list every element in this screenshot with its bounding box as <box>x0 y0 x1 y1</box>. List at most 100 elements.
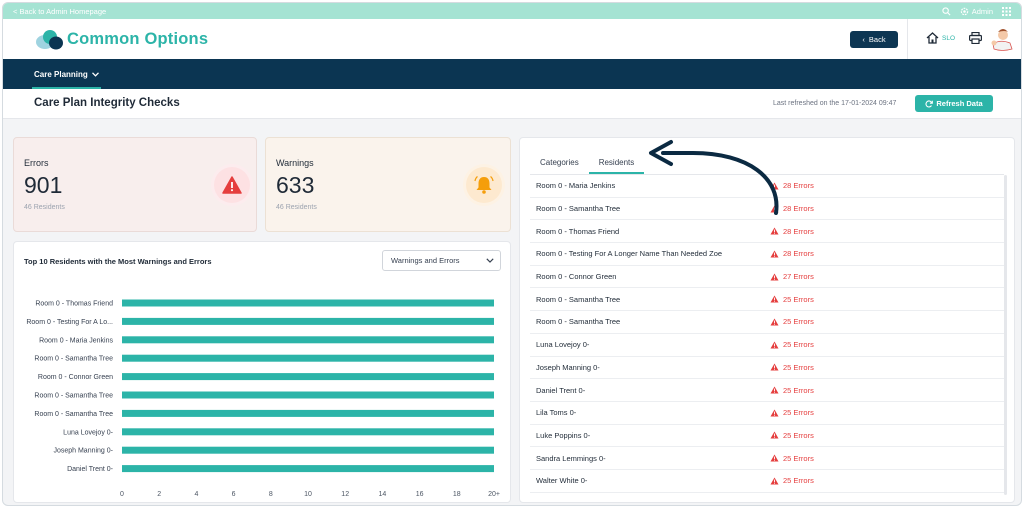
resident-row[interactable]: Room 0 - Testing For A Longer Name Than … <box>530 243 1006 266</box>
resident-row[interactable]: Sandra Lemmings 0- 25 Errors <box>530 447 1006 470</box>
tab-residents[interactable]: Residents <box>588 150 645 174</box>
resident-error-count: 25 Errors <box>770 476 814 485</box>
tab-label: Categories <box>540 157 579 167</box>
page-title: Care Plan Integrity Checks <box>34 97 180 109</box>
bar[interactable] <box>122 409 494 417</box>
resident-error-label: 25 Errors <box>783 385 814 395</box>
bell-icon <box>474 176 494 194</box>
header-divider <box>907 19 908 59</box>
x-tick-label: 18 <box>453 491 461 498</box>
error-triangle-icon <box>770 205 779 213</box>
chart-title: Top 10 Residents with the Most Warnings … <box>24 257 212 266</box>
residents-scrollbar[interactable] <box>1004 175 1007 495</box>
panel-tabs: Categories Residents <box>530 150 644 174</box>
error-triangle-icon <box>770 409 779 417</box>
resident-row[interactable]: Room 0 - Thomas Friend 28 Errors <box>530 220 1006 244</box>
resident-row[interactable]: Walter White 0- 25 Errors <box>530 470 1006 493</box>
error-triangle-icon <box>222 176 242 194</box>
resident-name: Room 0 - Samantha Tree <box>536 204 621 214</box>
back-button[interactable]: ‹ Back <box>850 31 898 48</box>
error-triangle-icon <box>770 341 779 349</box>
x-tick-label: 6 <box>232 491 236 498</box>
bar[interactable] <box>122 354 494 362</box>
resident-error-label: 25 Errors <box>783 294 814 304</box>
home-label: SLO <box>942 34 956 42</box>
chevron-left-icon: ‹ <box>862 35 865 44</box>
resident-name: Lila Toms 0- <box>536 408 577 418</box>
resident-name: Room 0 - Thomas Friend <box>536 226 620 236</box>
warning-badge <box>466 167 502 203</box>
warnings-residents-count: 46 Residents <box>276 204 317 211</box>
refresh-icon <box>925 99 934 108</box>
resident-error-label: 28 Errors <box>783 181 814 191</box>
resident-row[interactable]: Room 0 - Samantha Tree 28 Errors <box>530 198 1006 221</box>
x-tick-label: 0 <box>120 491 124 498</box>
chart-filter-select[interactable]: Warnings and Errors <box>382 250 501 271</box>
resident-error-label: 28 Errors <box>783 204 814 214</box>
resident-row[interactable]: Room 0 - Samantha Tree 25 Errors <box>530 288 1006 312</box>
resident-row[interactable]: Room 0 - Maria Jenkins 28 Errors <box>530 175 1006 198</box>
top-strip: < Back to Admin Homepage Admin <box>3 3 1021 19</box>
resident-error-label: 25 Errors <box>783 408 814 418</box>
bar[interactable] <box>122 317 494 325</box>
resident-error-count: 25 Errors <box>770 317 814 326</box>
bar-category-label: Joseph Manning 0- <box>53 448 113 455</box>
bar[interactable] <box>122 428 494 436</box>
print-icon[interactable] <box>969 32 982 44</box>
bar[interactable] <box>122 465 494 473</box>
bar[interactable] <box>122 336 494 344</box>
bar-category-label: Room 0 - Thomas Friend <box>35 301 113 308</box>
resident-row[interactable]: Lila Toms 0- 25 Errors <box>530 402 1006 425</box>
error-triangle-icon <box>770 454 779 462</box>
resident-error-count: 28 Errors <box>770 181 814 190</box>
resident-error-count: 25 Errors <box>770 340 814 349</box>
resident-row[interactable]: Joseph Manning 0- 25 Errors <box>530 357 1006 380</box>
resident-error-label: 25 Errors <box>783 476 814 486</box>
x-tick-label: 16 <box>416 491 424 498</box>
resident-error-count: 25 Errors <box>770 386 814 395</box>
apps-grid-icon[interactable] <box>1002 6 1011 16</box>
resident-name: Room 0 - Samantha Tree <box>536 294 621 304</box>
errors-label: Errors <box>24 158 49 168</box>
resident-name: Room 0 - Maria Jenkins <box>536 181 616 191</box>
resident-row[interactable]: Room 0 - Connor Green 27 Errors <box>530 266 1006 289</box>
back-to-admin-link[interactable]: < Back to Admin Homepage <box>13 6 107 16</box>
error-triangle-icon <box>770 227 779 235</box>
resident-error-count: 25 Errors <box>770 363 814 372</box>
bar[interactable] <box>122 446 494 454</box>
resident-name: Joseph Manning 0- <box>536 362 600 372</box>
error-triangle-icon <box>770 250 779 258</box>
refresh-button-label: Refresh Data <box>936 99 983 108</box>
x-tick-label: 8 <box>269 491 273 498</box>
bar[interactable] <box>122 299 494 307</box>
search-icon[interactable] <box>942 6 951 16</box>
resident-error-count: 28 Errors <box>770 249 814 258</box>
x-tick-label: 12 <box>341 491 349 498</box>
user-avatar[interactable] <box>990 27 1014 53</box>
resident-name: Room 0 - Connor Green <box>536 272 617 282</box>
resident-name: Luke Poppins 0- <box>536 430 591 440</box>
bar[interactable] <box>122 373 494 381</box>
warnings-card: Warnings 633 46 Residents <box>265 137 511 232</box>
bar-category-label: Room 0 - Samantha Tree <box>34 393 113 400</box>
error-badge <box>214 167 250 203</box>
x-tick-label: 14 <box>379 491 387 498</box>
error-triangle-icon <box>770 295 779 303</box>
bar[interactable] <box>122 391 494 399</box>
resident-name: Room 0 - Testing For A Longer Name Than … <box>536 249 723 259</box>
admin-menu[interactable]: Admin <box>960 7 993 16</box>
resident-row[interactable]: Daniel Trent 0- 25 Errors <box>530 379 1006 402</box>
resident-name: Luna Lovejoy 0- <box>536 340 590 350</box>
bar-category-label: Daniel Trent 0- <box>67 466 114 473</box>
resident-row[interactable]: Luke Poppins 0- 25 Errors <box>530 425 1006 448</box>
resident-name: Room 0 - Samantha Tree <box>536 317 621 327</box>
nav-item-care-planning[interactable]: Care Planning <box>32 59 101 89</box>
tab-categories[interactable]: Categories <box>530 150 589 174</box>
resident-row[interactable]: Room 0 - Samantha Tree 25 Errors <box>530 311 1006 334</box>
bar-category-label: Room 0 - Samantha Tree <box>34 356 113 363</box>
resident-name: Sandra Lemmings 0- <box>536 453 606 463</box>
resident-row[interactable]: Luna Lovejoy 0- 25 Errors <box>530 334 1006 357</box>
refresh-data-button[interactable]: Refresh Data <box>915 95 993 112</box>
home-button[interactable]: SLO <box>926 32 955 44</box>
warnings-label: Warnings <box>276 158 314 168</box>
